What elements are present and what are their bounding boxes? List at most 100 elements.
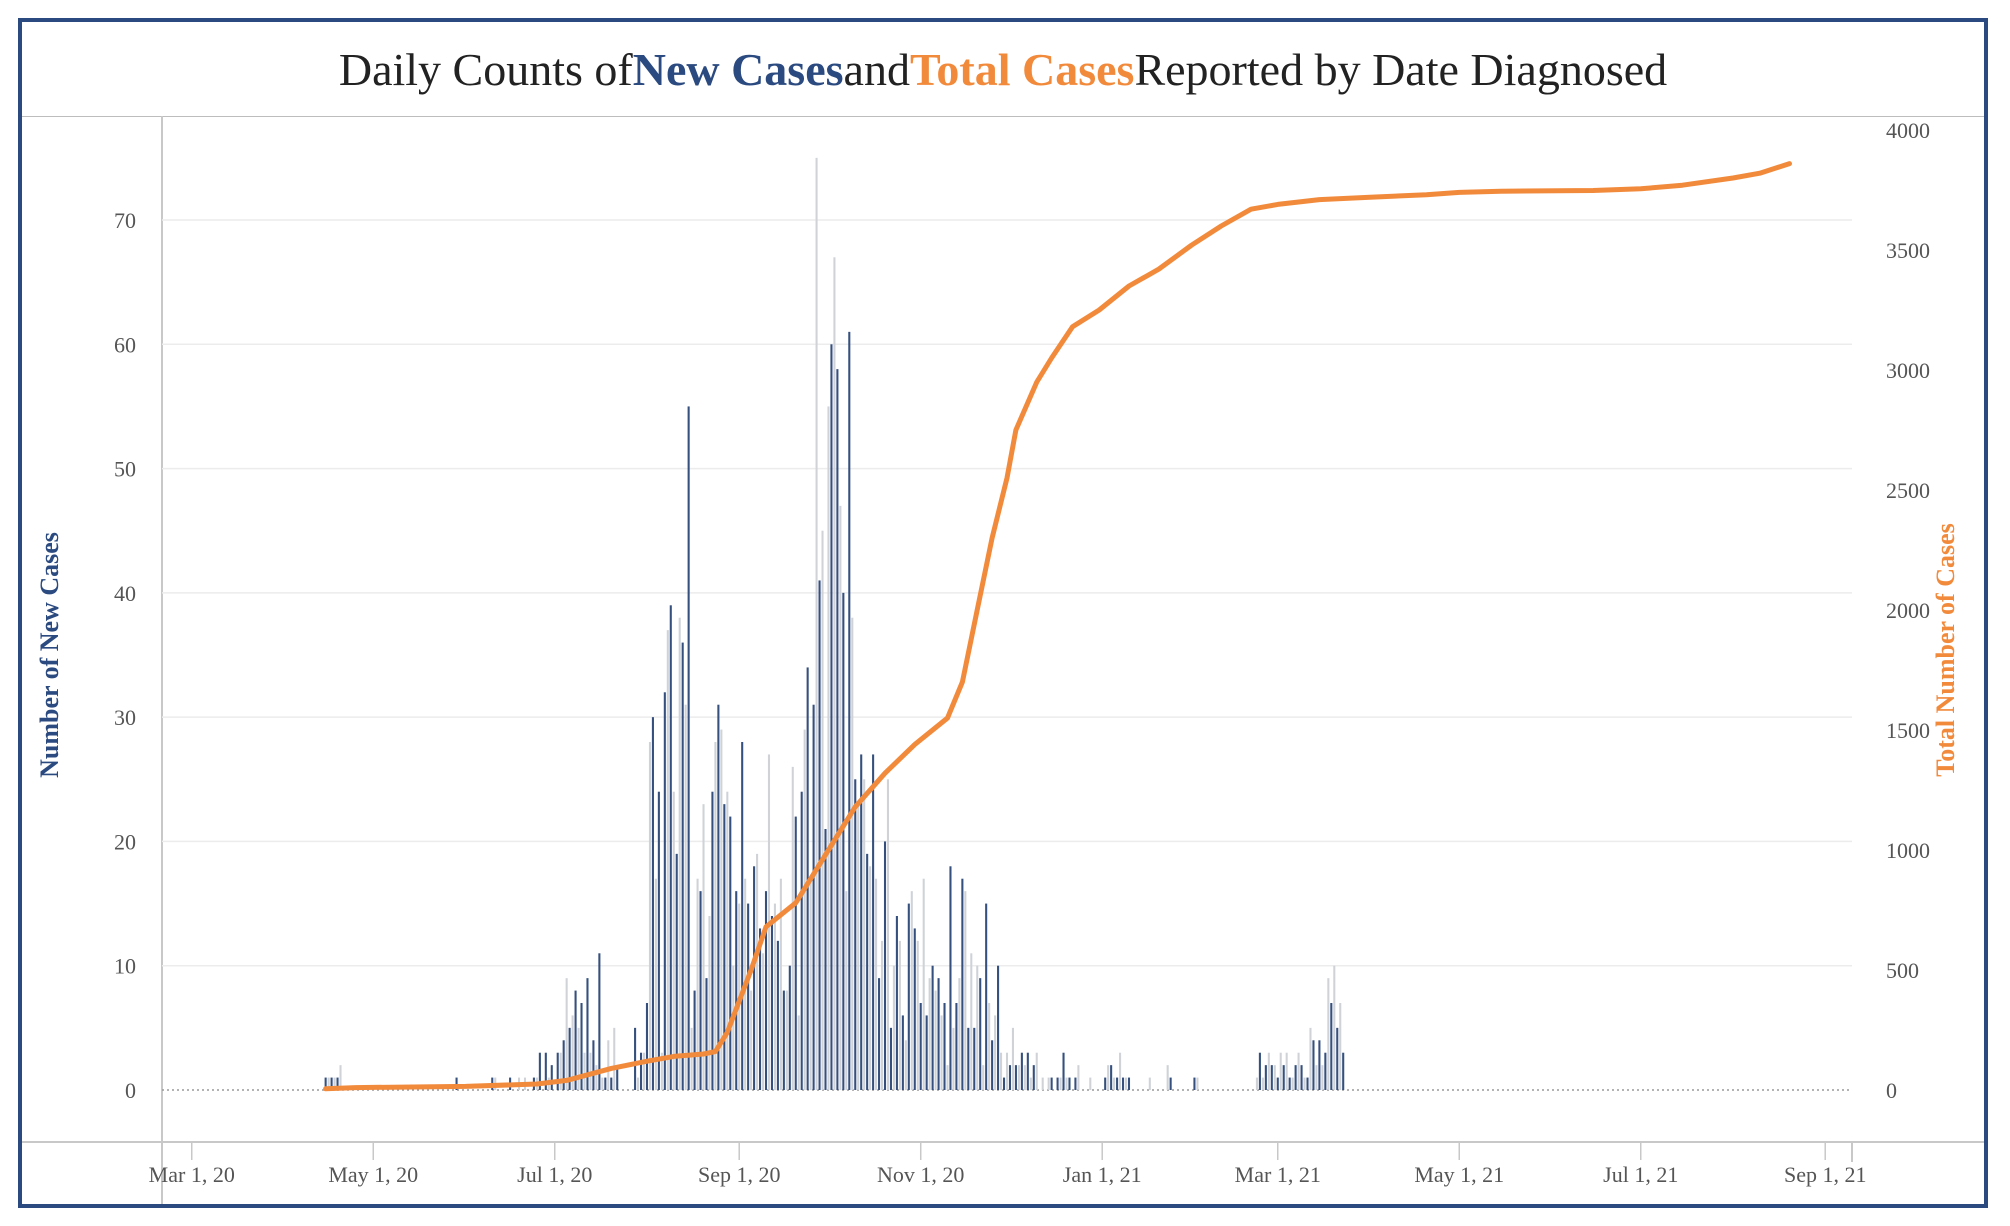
new-cases-bar — [1032, 1065, 1035, 1090]
new-cases-bar — [1276, 1077, 1279, 1090]
title-total-cases: Total Cases — [909, 43, 1135, 95]
new-cases-bar — [824, 829, 827, 1090]
new-cases-bar — [559, 1052, 562, 1090]
new-cases-bar — [1065, 1077, 1068, 1090]
new-cases-bar — [750, 990, 753, 1090]
new-cases-bar — [330, 1077, 333, 1090]
x-tick-label: May 1, 21 — [1414, 1162, 1504, 1187]
new-cases-bar — [994, 1015, 997, 1090]
new-cases-bar — [324, 1077, 327, 1090]
new-cases-bar — [726, 791, 729, 1090]
new-cases-bar — [925, 1015, 928, 1090]
new-cases-bar — [1318, 1040, 1321, 1090]
new-cases-bar — [1026, 1052, 1029, 1090]
new-cases-bar — [556, 1052, 559, 1090]
new-cases-bar — [845, 891, 848, 1090]
new-cases-bar — [675, 853, 678, 1090]
new-cases-bar — [1011, 1027, 1014, 1090]
new-cases-bar — [836, 369, 839, 1090]
new-cases-bar — [791, 766, 794, 1090]
title-prefix: Daily Counts of — [338, 43, 633, 95]
title-new-cases: New Cases — [632, 43, 844, 95]
new-cases-bar — [886, 779, 890, 1090]
new-cases-bar — [1267, 1052, 1270, 1090]
new-cases-bar — [1264, 1065, 1267, 1090]
new-cases-bar — [1309, 1027, 1312, 1090]
new-cases-bar — [976, 965, 979, 1090]
chart-frame: Daily Counts of New Cases and Total Case… — [18, 18, 1988, 1208]
new-cases-bar — [637, 1077, 640, 1090]
new-cases-bar — [1023, 1065, 1026, 1090]
new-cases-bar — [907, 903, 910, 1090]
new-cases-bar — [720, 729, 723, 1090]
new-cases-bar — [883, 841, 887, 1090]
new-cases-bar — [455, 1077, 458, 1090]
new-cases-bar — [788, 965, 791, 1090]
new-cases-bar — [863, 779, 866, 1090]
x-tick-label: May 1, 20 — [328, 1162, 418, 1187]
new-cases-bar — [875, 878, 878, 1090]
new-cases-bar — [1333, 965, 1336, 1090]
new-cases-bar — [872, 754, 875, 1090]
new-cases-bar — [776, 940, 779, 1090]
new-cases-bar — [339, 1065, 342, 1090]
new-cases-bar — [598, 953, 601, 1090]
new-cases-bar — [1077, 1065, 1080, 1090]
new-cases-bar — [544, 1052, 547, 1090]
new-cases-bar — [1035, 1052, 1038, 1090]
new-cases-bar — [741, 742, 744, 1090]
new-cases-bar — [571, 1015, 574, 1090]
new-cases-bar — [1261, 1077, 1264, 1090]
new-cases-bar — [1017, 1065, 1020, 1090]
new-cases-bar — [1089, 1077, 1092, 1090]
new-cases-bar — [761, 953, 765, 1090]
new-cases-bar — [1196, 1077, 1199, 1090]
y-tick-label-left: 70 — [114, 208, 136, 233]
y-tick-label-right: 1000 — [1886, 838, 1930, 863]
x-tick-label: Sep 1, 20 — [698, 1162, 781, 1187]
new-cases-bar — [1050, 1077, 1053, 1090]
new-cases-bar — [988, 1003, 991, 1090]
new-cases-bar — [604, 1077, 607, 1090]
new-cases-bar — [782, 990, 785, 1090]
new-cases-bar — [1282, 1065, 1285, 1090]
x-tick-label: Jul 1, 21 — [1603, 1162, 1678, 1187]
new-cases-bar — [1285, 1052, 1288, 1090]
new-cases-bar — [1068, 1077, 1071, 1090]
new-cases-bar — [336, 1077, 339, 1090]
title-middle: and — [843, 43, 910, 95]
new-cases-bar — [1327, 978, 1330, 1090]
new-cases-bar — [997, 965, 1000, 1090]
y-axis-title-right: Total Number of Cases — [1931, 523, 1960, 777]
y-tick-label-right: 500 — [1886, 958, 1919, 983]
new-cases-bar — [851, 617, 854, 1090]
new-cases-bar — [797, 1015, 800, 1090]
y-tick-label-right: 2000 — [1886, 598, 1930, 623]
new-cases-bar — [1110, 1065, 1113, 1090]
new-cases-bar — [809, 878, 812, 1090]
new-cases-bar — [1270, 1065, 1273, 1090]
new-cases-bar — [1321, 1065, 1324, 1090]
new-cases-bar — [934, 990, 937, 1090]
new-cases-bar — [1312, 1040, 1315, 1090]
new-cases-bar — [764, 891, 768, 1090]
new-cases-bar — [1169, 1077, 1172, 1090]
new-cases-bar — [693, 990, 696, 1090]
new-cases-bar — [1324, 1052, 1327, 1090]
new-cases-bar — [327, 1077, 330, 1090]
new-cases-bar — [1315, 1065, 1318, 1090]
new-cases-bar — [1273, 1065, 1276, 1090]
new-cases-bar — [1330, 1003, 1333, 1090]
new-cases-bar — [982, 1065, 985, 1090]
new-cases-bar — [1119, 1052, 1122, 1090]
new-cases-bar — [684, 704, 687, 1090]
new-cases-bar — [1300, 1065, 1303, 1090]
new-cases-bar — [708, 916, 711, 1090]
new-cases-bar — [538, 1052, 541, 1090]
new-cases-bar — [931, 965, 934, 1090]
new-cases-bar — [1291, 1077, 1294, 1090]
x-tick-label: Nov 1, 20 — [877, 1162, 964, 1187]
new-cases-bar — [773, 903, 776, 1090]
new-cases-bar — [562, 1040, 565, 1090]
new-cases-bar — [1294, 1065, 1297, 1090]
